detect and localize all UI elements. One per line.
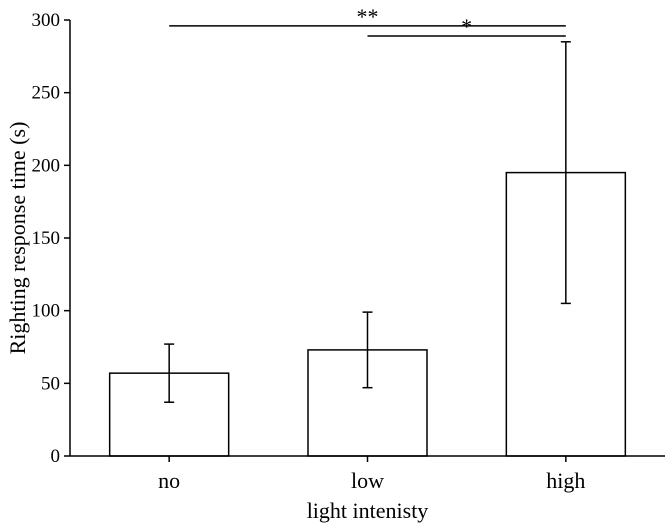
y-tick-label-250: 250 (32, 83, 61, 104)
significance-label-2: * (461, 14, 472, 39)
y-tick-label-100: 100 (32, 301, 61, 322)
y-tick-label-150: 150 (32, 228, 61, 249)
error-bars (164, 41, 571, 403)
y-ticks: 0 50 100 150 200 250 300 (32, 10, 70, 467)
significance-label-1: ** (357, 4, 379, 29)
y-tick-label-200: 200 (32, 155, 61, 176)
x-tick-label-high: high (546, 468, 585, 493)
x-tick-label-low: low (351, 468, 384, 493)
x-tick-label-no: no (158, 468, 180, 493)
x-ticks: no low high (158, 456, 585, 493)
y-tick-label-0: 0 (51, 446, 61, 467)
y-axis-title: Righting response time (s) (5, 122, 30, 355)
y-tick-label-50: 50 (41, 373, 60, 394)
y-tick-label-300: 300 (32, 10, 61, 31)
significance-brackets: ** * (169, 4, 566, 39)
x-axis-title: light intenisty (307, 498, 429, 523)
